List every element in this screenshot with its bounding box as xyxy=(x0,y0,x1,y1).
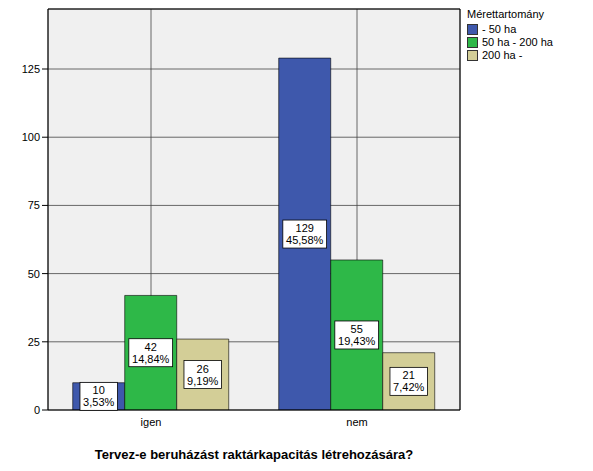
svg-text:45,58%: 45,58% xyxy=(286,234,324,246)
svg-text:14,84%: 14,84% xyxy=(132,353,170,365)
svg-text:Tervez-e beruházást raktárkapa: Tervez-e beruházást raktárkapacitás létr… xyxy=(95,447,413,462)
html-text:Mérettartomány: Mérettartomány xyxy=(467,8,544,20)
svg-text:50: 50 xyxy=(28,268,40,280)
html-text:- 50 ha: - 50 ha xyxy=(482,23,517,35)
html-text:200 ha -: 200 ha - xyxy=(482,49,523,61)
svg-text:0: 0 xyxy=(34,404,40,416)
svg-text:21: 21 xyxy=(403,369,415,381)
svg-text:9,19%: 9,19% xyxy=(187,375,218,387)
html-text:50 ha - 200 ha: 50 ha - 200 ha xyxy=(482,36,553,48)
svg-text:26: 26 xyxy=(197,363,209,375)
svg-text:nem: nem xyxy=(346,416,367,428)
svg-text:75: 75 xyxy=(28,199,40,211)
svg-text:125: 125 xyxy=(22,63,40,75)
svg-text:igen: igen xyxy=(141,416,162,428)
svg-text:25: 25 xyxy=(28,336,40,348)
svg-text:100: 100 xyxy=(22,131,40,143)
svg-text:42: 42 xyxy=(145,341,157,353)
svg-text:7,42%: 7,42% xyxy=(393,381,424,393)
svg-text:19,43%: 19,43% xyxy=(338,335,376,347)
svg-text:129: 129 xyxy=(296,222,314,234)
svg-text:10: 10 xyxy=(93,384,105,396)
svg-text:3,53%: 3,53% xyxy=(83,396,114,408)
svg-text:55: 55 xyxy=(351,323,363,335)
